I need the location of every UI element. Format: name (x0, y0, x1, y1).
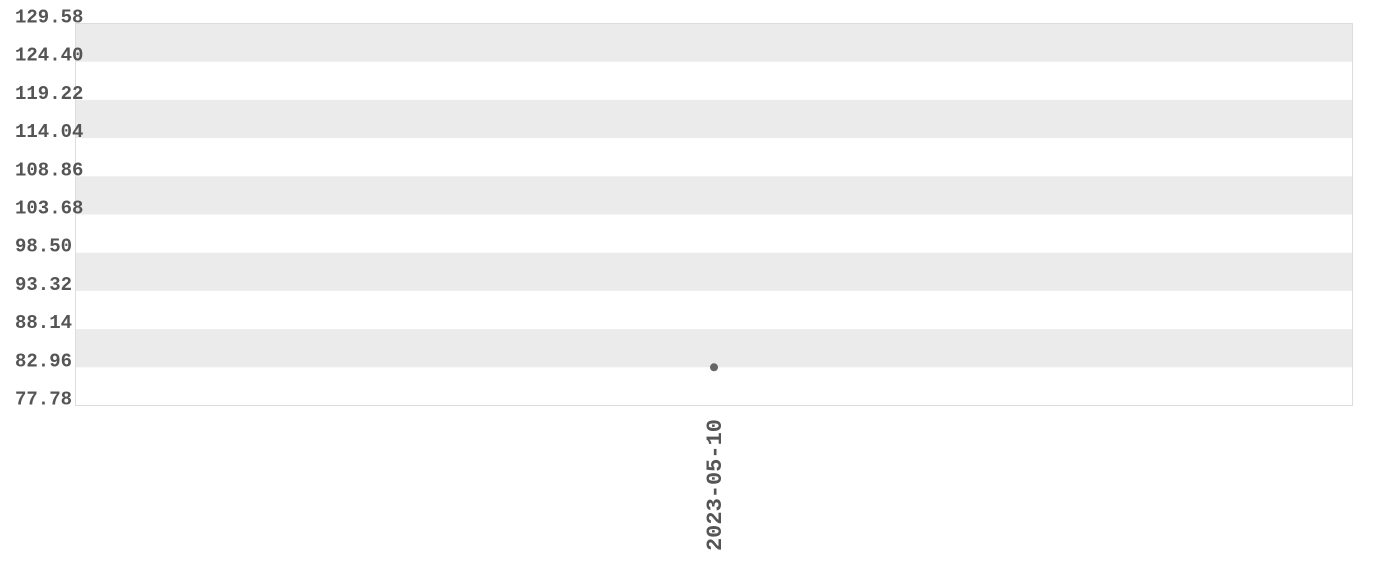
y-tick-label: 124.40 (15, 45, 83, 67)
y-tick-label: 77.78 (15, 389, 72, 411)
y-axis: 77.78 82.96 88.14 93.32 98.50 103.68 108.86 114… (15, 7, 83, 411)
data-point (710, 363, 718, 372)
grid-band (75, 23, 1353, 62)
y-tick-label: 98.50 (15, 236, 72, 258)
y-tick-label: 82.96 (15, 350, 72, 372)
y-tick-label: 103.68 (15, 198, 83, 220)
grid-band (75, 329, 1353, 368)
x-tick-label: 2023-05-10 (703, 419, 728, 551)
y-tick-label: 114.04 (15, 121, 83, 143)
grid-band (75, 99, 1353, 139)
x-axis: 2023-05-10 (703, 419, 728, 551)
y-tick-label: 129.58 (15, 7, 83, 29)
y-tick-label: 93.32 (15, 274, 72, 296)
plot-area-border (75, 23, 1353, 406)
grid-band (75, 176, 1353, 215)
y-tick-label: 119.22 (15, 83, 83, 105)
y-tick-label: 108.86 (15, 159, 83, 181)
y-tick-label: 88.14 (15, 312, 72, 334)
data-points (710, 363, 718, 372)
grid-band (75, 252, 1353, 291)
grid-bands (75, 23, 1353, 368)
